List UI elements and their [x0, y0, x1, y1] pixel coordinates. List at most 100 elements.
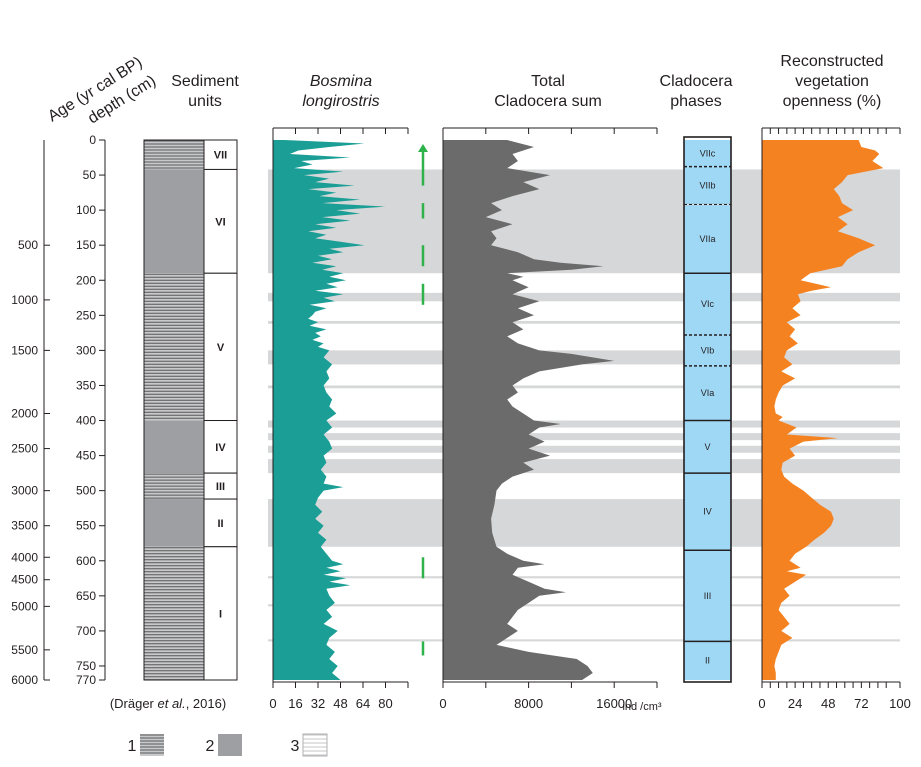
phase-label: VIc	[701, 299, 715, 309]
cladocera-unit-label: ind /cm³	[622, 701, 661, 713]
phase-zone	[684, 334, 731, 366]
sediment-unit-label: III	[216, 481, 225, 493]
depth-tick-label: 100	[76, 203, 96, 217]
depth-tick-label: 770	[76, 673, 96, 687]
depth-tick-label: 300	[76, 343, 96, 357]
sediment-unit-label: VII	[214, 150, 227, 162]
depth-tick-label: 550	[76, 519, 96, 533]
age-tick-label: 4000	[11, 550, 38, 564]
legend-swatch-frame	[302, 733, 328, 757]
phase-zone	[684, 166, 731, 205]
openness-title-line3: openness (%)	[783, 93, 882, 110]
sediment-unit-label: I	[219, 608, 222, 620]
phase-zone	[684, 273, 731, 335]
sediment-citation: (Dräger et al., 2016)	[110, 696, 226, 711]
phase-zone	[684, 204, 731, 274]
panel-tick-label: 48	[333, 696, 347, 711]
highlight-band	[268, 459, 900, 474]
age-tick-label: 5000	[11, 599, 38, 613]
lithology-fill	[144, 420, 204, 474]
phase-zone	[684, 550, 731, 642]
bosmina-title-line1: Bosmina	[310, 73, 372, 90]
highlight-band	[268, 445, 900, 453]
phase-label: III	[704, 591, 712, 601]
depth-tick-label: 0	[89, 133, 96, 147]
age-tick-label: 2500	[11, 442, 38, 456]
phases-frame	[683, 136, 732, 683]
highlight-band	[268, 433, 900, 441]
depth-tick-label: 650	[76, 589, 96, 603]
age-tick-label: 6000	[11, 673, 38, 687]
cladocera-title-line2: Cladocera sum	[494, 93, 602, 110]
depth-tick-label: 350	[76, 378, 96, 392]
depth-tick-label: 200	[76, 273, 96, 287]
cladocera-title-line1: Total	[531, 73, 565, 90]
panel-tick-label: 24	[788, 696, 802, 711]
panel-tick-label: 16	[288, 696, 302, 711]
panel-tick-label: 80	[378, 696, 392, 711]
panel-tick-label: 100	[889, 696, 911, 711]
phase-label: VIIc	[700, 148, 716, 158]
axes: 5001000150020002500300035004000450050005…	[11, 133, 106, 687]
area-series	[762, 140, 884, 680]
area-series	[443, 140, 615, 680]
highlight-band	[268, 320, 900, 324]
highlight-band	[268, 576, 900, 579]
age-tick-label: 3500	[11, 519, 38, 533]
phase-label: VIIb	[699, 181, 715, 191]
bosmina-trend-arrowhead	[418, 144, 428, 152]
legend-label: 1	[128, 738, 137, 755]
depth-tick-label: 750	[76, 659, 96, 673]
depth-tick-label: 700	[76, 624, 96, 638]
depth-tick-label: 250	[76, 308, 96, 322]
panel-tick-label: 8000	[514, 696, 543, 711]
phase-zone	[684, 473, 731, 551]
cladocera-panel: 0 8000 16000	[439, 127, 658, 711]
phase-zone	[684, 140, 731, 167]
phase-zone	[684, 365, 731, 421]
depth-tick-label: 400	[76, 414, 96, 428]
lithology-fill	[144, 499, 204, 547]
bosmina-panel: 0 16 32 48 64 80	[269, 127, 428, 711]
highlight-band	[268, 385, 900, 389]
lithology-fill	[144, 169, 204, 274]
sediment-title-word: units	[188, 93, 222, 110]
panel-tick-label: 72	[854, 696, 868, 711]
phase-label: VIIa	[699, 234, 715, 244]
sediment-unit-label: VI	[215, 216, 225, 228]
bosmina-title-line2: longirostris	[302, 93, 379, 110]
panel-tick-label: 0	[758, 696, 765, 711]
age-tick-label: 3000	[11, 484, 38, 498]
openness-panel: 0 24 48 72 100	[758, 127, 911, 711]
sediment-title: Sediment units	[171, 73, 239, 110]
phase-label: VIa	[701, 388, 715, 398]
panel-tick-label: 16000	[596, 696, 632, 711]
panel-tick-label: 0	[439, 696, 446, 711]
depth-tick-label: 600	[76, 554, 96, 568]
sediment-unit-box	[203, 498, 238, 548]
phase-label: IV	[703, 507, 712, 517]
depth-tick-label: 450	[76, 449, 96, 463]
highlight-band	[268, 292, 900, 302]
column-headers: Age (yr cal BP) depth (cm) Sediment units…	[45, 53, 883, 127]
lithology-legend: 1 2 3	[128, 733, 328, 757]
age-tick-label: 2000	[11, 407, 38, 421]
phase-label: II	[705, 656, 710, 666]
legend-label: 3	[291, 738, 300, 755]
age-tick-label: 1500	[11, 343, 38, 357]
phase-label: VIb	[701, 345, 715, 355]
phase-zone	[684, 420, 731, 474]
panel-tick-label: 32	[311, 696, 325, 711]
sediment-title-word: Sediment	[171, 73, 239, 90]
citation-part-2: et al.	[158, 696, 186, 711]
highlight-band	[268, 420, 900, 428]
highlight-band	[268, 639, 900, 642]
sediment-unit-box	[203, 272, 238, 422]
depth-tick-label: 150	[76, 238, 96, 252]
age-tick-label: 4500	[11, 573, 38, 587]
sediment-unit-label: V	[217, 342, 225, 354]
area-series	[273, 140, 386, 680]
phases-title-line2: phases	[670, 93, 722, 110]
